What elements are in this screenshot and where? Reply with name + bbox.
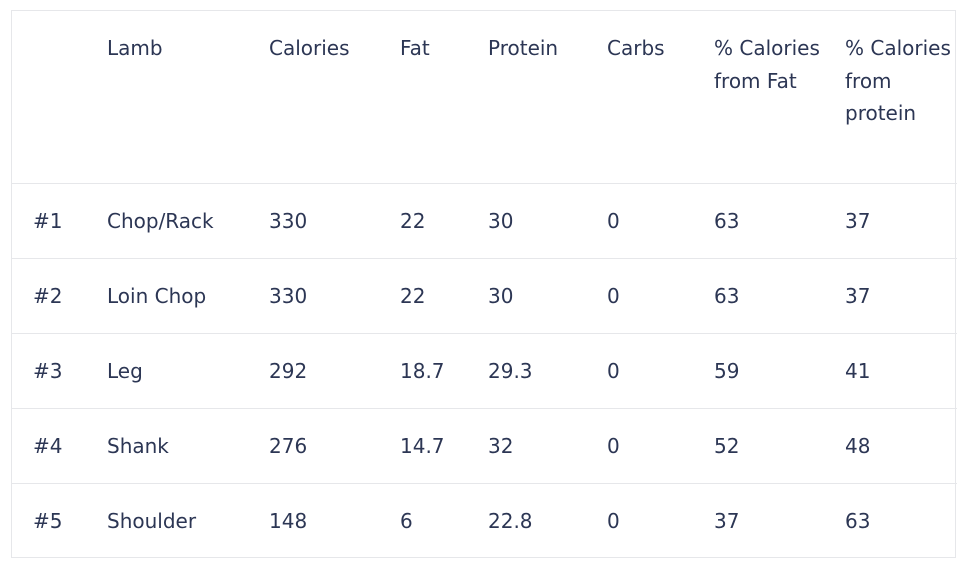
cell-carbs: 0 xyxy=(607,183,714,259)
cell-calories: 330 xyxy=(269,258,400,334)
table-row: #3 Leg 292 18.7 29.3 0 59 41 xyxy=(12,333,957,409)
cell-carbs: 0 xyxy=(607,333,714,409)
cell-fat: 22 xyxy=(400,183,488,259)
header-calories: Calories xyxy=(269,11,400,184)
nutrition-table-container: Lamb Calories Fat Protein Carbs % Calori… xyxy=(11,10,957,558)
cell-pct-protein: 41 xyxy=(845,333,957,409)
table-header-row: Lamb Calories Fat Protein Carbs % Calori… xyxy=(12,11,957,184)
header-rank xyxy=(12,11,107,184)
cell-protein: 32 xyxy=(488,408,607,484)
cell-lamb: Shank xyxy=(107,408,269,484)
cell-pct-protein: 37 xyxy=(845,258,957,334)
cell-pct-protein: 48 xyxy=(845,408,957,484)
cell-rank: #2 xyxy=(12,258,107,334)
cell-rank: #4 xyxy=(12,408,107,484)
cell-lamb: Loin Chop xyxy=(107,258,269,334)
cell-pct-protein: 37 xyxy=(845,183,957,259)
header-pct-calories-protein: % Calories from protein xyxy=(845,11,957,184)
cell-pct-fat: 63 xyxy=(714,258,845,334)
table-row: #5 Shoulder 148 6 22.8 0 37 63 xyxy=(12,483,957,558)
table-row: #2 Loin Chop 330 22 30 0 63 37 xyxy=(12,258,957,334)
cell-pct-fat: 59 xyxy=(714,333,845,409)
cell-calories: 292 xyxy=(269,333,400,409)
cell-lamb: Shoulder xyxy=(107,508,197,533)
cell-fat: 6 xyxy=(400,508,413,533)
header-lamb: Lamb xyxy=(107,11,269,184)
cell-fat: 14.7 xyxy=(400,408,488,484)
cell-rank: #5 xyxy=(33,508,63,533)
header-fat: Fat xyxy=(400,11,488,184)
cell-fat: 22 xyxy=(400,258,488,334)
cell-rank: #1 xyxy=(12,183,107,259)
cell-calories: 330 xyxy=(269,183,400,259)
cell-lamb: Chop/Rack xyxy=(107,183,269,259)
cell-calories: 148 xyxy=(269,508,308,533)
cell-carbs: 0 xyxy=(607,508,620,533)
cell-carbs: 0 xyxy=(607,258,714,334)
header-protein: Protein xyxy=(488,11,607,184)
cell-protein: 30 xyxy=(488,258,607,334)
cell-rank: #3 xyxy=(12,333,107,409)
cell-protein: 22.8 xyxy=(488,508,533,533)
table-row: #1 Chop/Rack 330 22 30 0 63 37 xyxy=(12,183,957,259)
lamb-nutrition-table: Lamb Calories Fat Protein Carbs % Calori… xyxy=(12,11,957,558)
cell-lamb: Leg xyxy=(107,333,269,409)
cell-protein: 30 xyxy=(488,183,607,259)
cell-pct-fat: 37 xyxy=(714,508,740,533)
header-carbs: Carbs xyxy=(607,11,714,184)
cell-pct-fat: 63 xyxy=(714,183,845,259)
table-row: #4 Shank 276 14.7 32 0 52 48 xyxy=(12,408,957,484)
header-pct-calories-fat: % Calories from Fat xyxy=(714,11,845,184)
cell-pct-fat: 52 xyxy=(714,408,845,484)
cell-protein: 29.3 xyxy=(488,333,607,409)
cell-pct-protein: 63 xyxy=(845,508,871,533)
cell-fat: 18.7 xyxy=(400,333,488,409)
cell-calories: 276 xyxy=(269,408,400,484)
cell-carbs: 0 xyxy=(607,408,714,484)
